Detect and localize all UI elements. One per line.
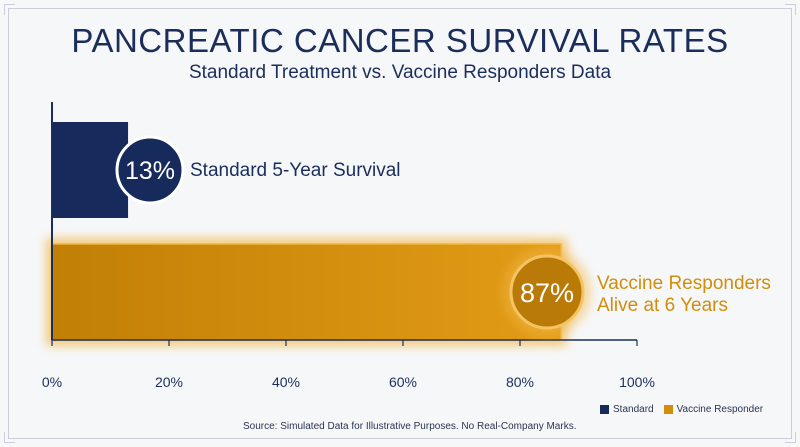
chart-frame xyxy=(8,8,792,439)
source-note: Source: Simulated Data for Illustrative … xyxy=(243,421,577,432)
badge-vaccine xyxy=(509,254,585,330)
bar-standard xyxy=(52,122,129,218)
x-tick-label: 0% xyxy=(42,374,62,390)
legend-label-vaccine: Vaccine Responder xyxy=(676,404,764,415)
badge-vaccine-value: 87% xyxy=(520,278,574,308)
frame-corner xyxy=(4,432,15,443)
frame-corner xyxy=(4,4,15,15)
x-tick-label: 60% xyxy=(389,374,417,390)
badge-standard-value: 13% xyxy=(125,157,175,185)
frame-corner xyxy=(785,432,796,443)
x-tick-label: 40% xyxy=(272,374,300,390)
chart-subtitle: Standard Treatment vs. Vaccine Responder… xyxy=(188,62,612,83)
legend-item-vaccine: Vaccine Responder xyxy=(663,404,764,415)
legend-item-standard: Standard xyxy=(600,404,654,415)
bar-vaccine xyxy=(51,243,562,341)
legend-swatch-standard xyxy=(600,405,609,414)
badge-standard xyxy=(115,135,185,205)
vaccine-callout-label: Vaccine Responders Alive at 6 Years xyxy=(597,273,771,317)
legend-swatch-vaccine xyxy=(663,405,673,414)
x-tick-label: 100% xyxy=(619,374,655,390)
standard-callout-label: Standard 5-Year Survival xyxy=(190,160,401,181)
vaccine-callout-line2: Alive at 6 Years xyxy=(597,295,728,316)
x-tick-label: 20% xyxy=(155,374,183,390)
chart-legend: Standard Vaccine Responder xyxy=(600,404,773,415)
frame-corner xyxy=(785,4,796,15)
legend-label-standard: Standard xyxy=(613,404,654,415)
vaccine-callout-line1: Vaccine Responders xyxy=(597,273,771,294)
x-tick-label: 80% xyxy=(506,374,534,390)
chart-title: PANCREATIC CANCER SURVIVAL RATES xyxy=(71,22,729,59)
